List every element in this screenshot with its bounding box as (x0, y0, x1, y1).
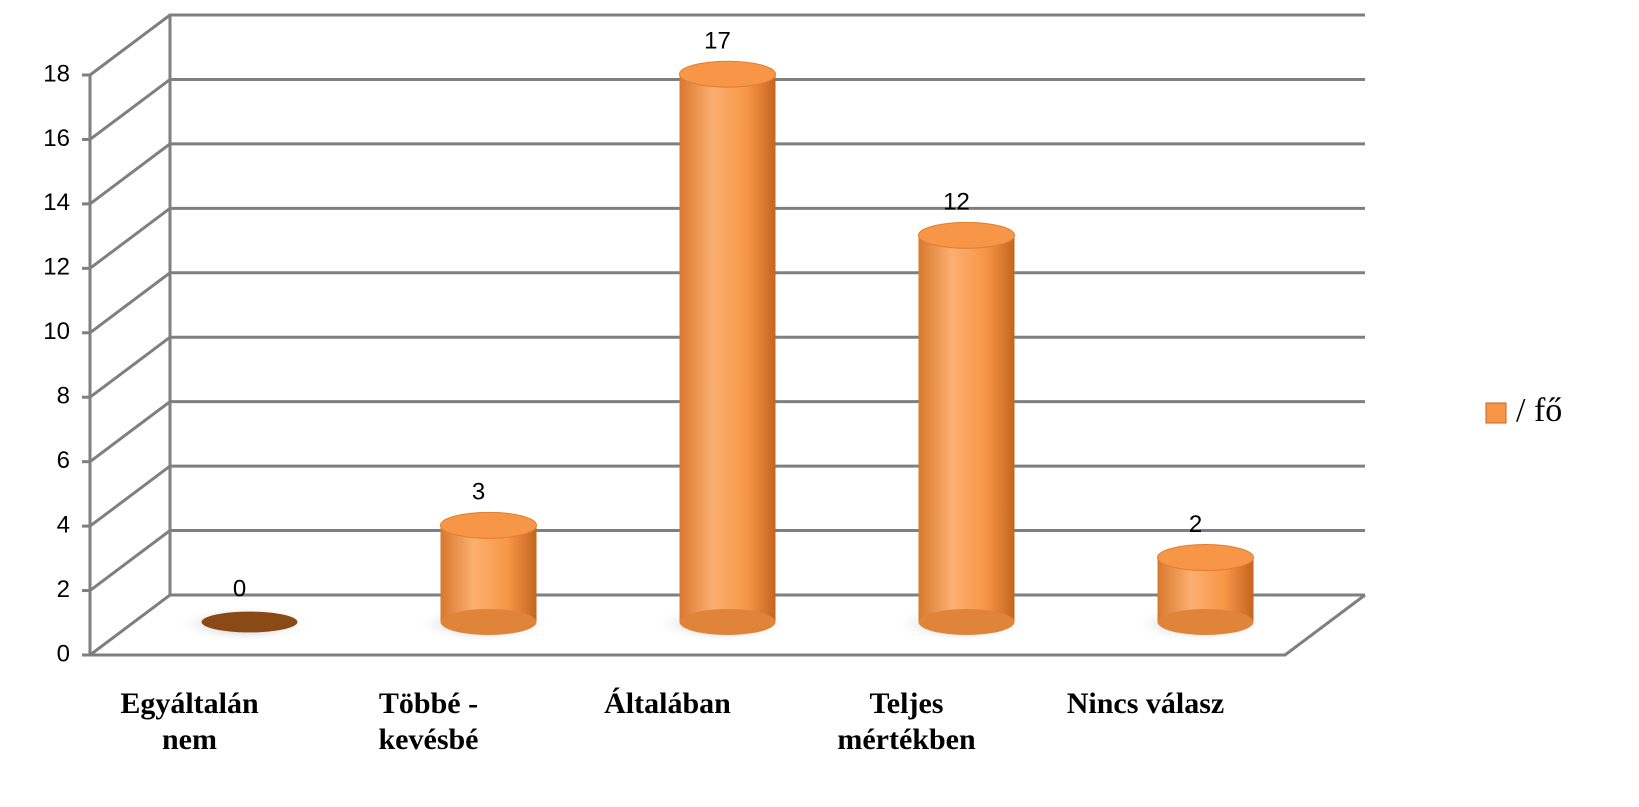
grid-line (89, 77, 1365, 141)
bar-bottom (918, 609, 1015, 635)
bar-top (918, 221, 1015, 249)
bar-body (440, 525, 537, 622)
value-label: 3 (472, 479, 485, 506)
x-tick-label: Többé - kevésbé (378, 687, 479, 756)
y-tick-label: 6 (57, 447, 70, 474)
bar-body (918, 235, 1015, 623)
bars: 0 3 17 12 2 (175, 28, 1270, 643)
y-tick-label: 14 (43, 189, 70, 216)
x-tick-label: Teljes mértékben (837, 687, 976, 756)
value-label: 2 (1189, 511, 1202, 538)
y-tick-label: 10 (43, 318, 70, 345)
value-label: 12 (943, 189, 970, 216)
y-tick-label: 12 (43, 254, 70, 281)
legend-swatch (1485, 402, 1507, 424)
bar-body (679, 74, 776, 622)
y-tick-label: 0 (57, 640, 70, 667)
bar-bottom (440, 609, 537, 635)
y-tick-label: 18 (43, 60, 70, 87)
bar-bottom (1157, 609, 1254, 635)
bar-bottom (679, 609, 776, 635)
grid-line (89, 206, 1365, 270)
x-tick-label: Általában (604, 687, 731, 720)
y-tick-label: 16 (43, 125, 70, 152)
floor (90, 593, 1366, 657)
value-label: 17 (704, 28, 731, 55)
y-tick-label: 2 (57, 576, 70, 603)
y-tick-label: 8 (57, 383, 70, 410)
bar-top (679, 60, 776, 88)
bar-top (440, 511, 537, 539)
value-label: 0 (233, 575, 246, 602)
legend-label: / fő (1516, 392, 1562, 429)
bar (201, 611, 298, 633)
bar-top (1157, 544, 1254, 572)
grid-line (89, 142, 1365, 206)
y-tick-label: 4 (57, 511, 70, 538)
x-tick-label: Egyáltalán nem (120, 687, 259, 756)
grid-line (89, 13, 1365, 77)
x-tick-label: Nincs válasz (1066, 687, 1225, 720)
